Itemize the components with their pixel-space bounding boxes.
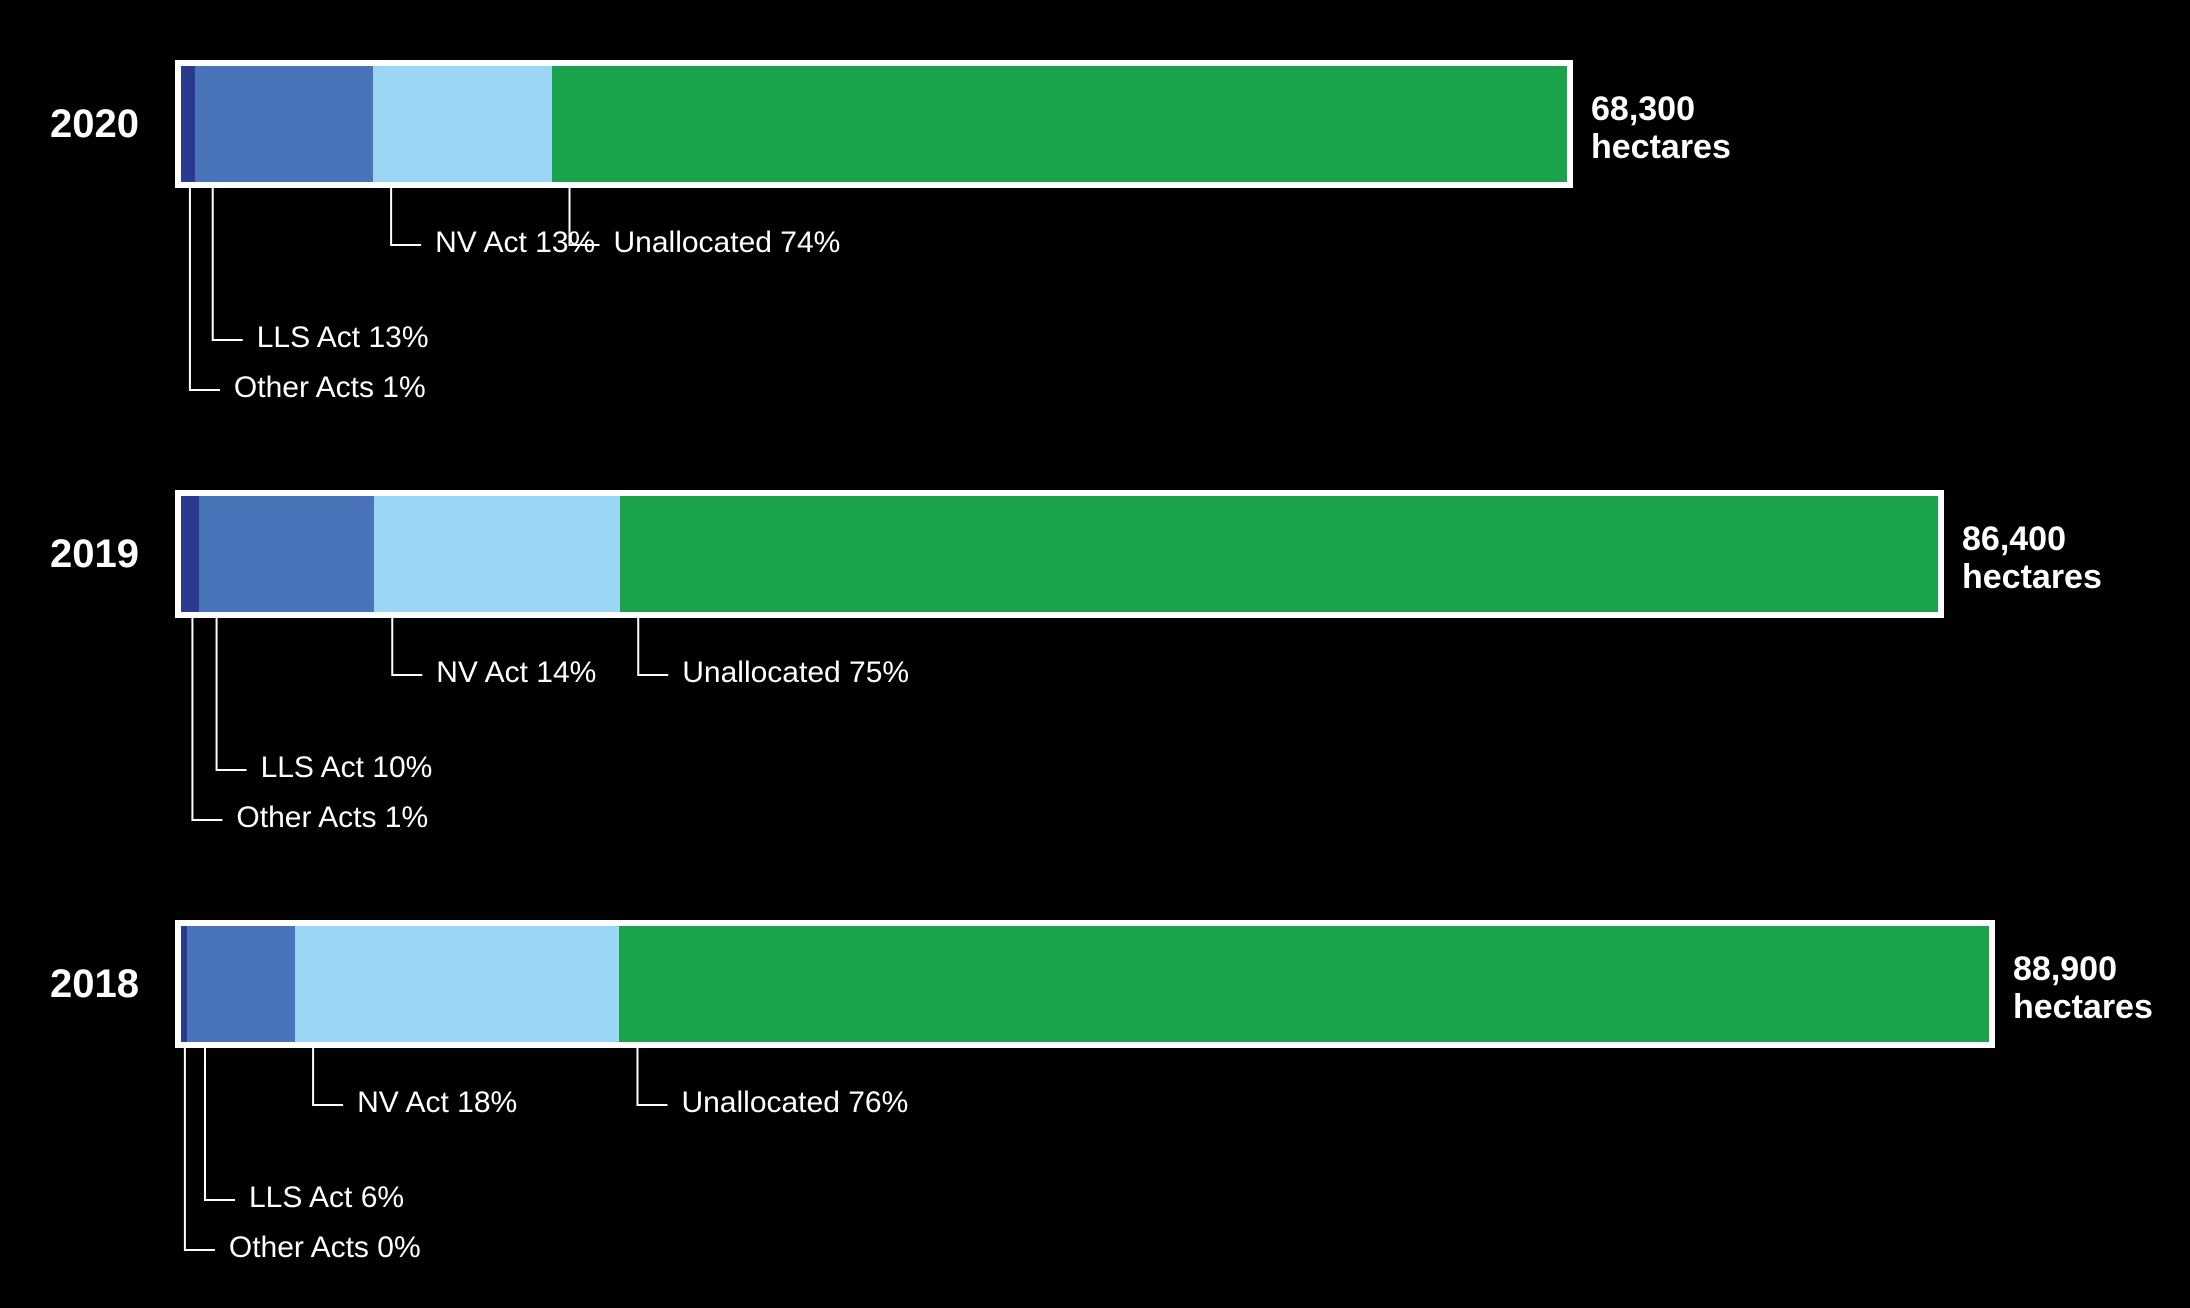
bar [175,60,1573,188]
bar-segment-nv-act [374,496,620,612]
leader-line [638,618,668,675]
leader-line [392,618,422,675]
total-label: 88,900hectares [2013,950,2153,1026]
bar-inner [181,66,1567,182]
leader-line [217,618,247,770]
bar-segment-lls-act [195,66,373,182]
bar-segment-lls-act [199,496,375,612]
bar [175,920,1995,1048]
bar-segment-nv-act [373,66,551,182]
callout-label: NV Act 18% [357,1086,517,1120]
total-value: 88,900 [2013,950,2153,988]
bar-segment-unallocated [620,496,1938,612]
total-label: 68,300hectares [1591,90,1731,166]
leader-line [192,618,222,820]
bar-segment-unallocated [619,926,1989,1042]
leader-line [213,188,243,340]
total-value: 68,300 [1591,90,1731,128]
total-unit: hectares [2013,988,2153,1026]
year-label: 2018 [50,962,139,1007]
year-label: 2020 [50,102,139,147]
bar-inner [181,496,1938,612]
leader-line [391,188,421,245]
callout-label: Other Acts 1% [236,801,428,835]
bar-segment-other-acts [181,496,199,612]
bar-inner [181,926,1989,1042]
leader-line [313,1048,343,1105]
callout-label: LLS Act 13% [257,321,429,355]
callout-label: Unallocated 74% [614,226,841,260]
callout-leaders [0,188,2190,448]
leader-line [185,1048,215,1250]
callout-label: Unallocated 76% [681,1086,908,1120]
callout-label: NV Act 14% [436,656,596,690]
callout-leaders [0,1048,2190,1308]
total-value: 86,400 [1962,520,2102,558]
callout-label: NV Act 13% [435,226,595,260]
leader-line [190,188,220,390]
callout-label: LLS Act 6% [249,1181,404,1215]
total-unit: hectares [1962,558,2102,596]
bar-segment-other-acts [181,66,195,182]
leader-line [205,1048,235,1200]
leader-line [637,1048,667,1105]
year-label: 2019 [50,532,139,577]
callout-label: Unallocated 75% [682,656,909,690]
callout-label: Other Acts 0% [229,1231,421,1265]
callout-label: Other Acts 1% [234,371,426,405]
total-label: 86,400hectares [1962,520,2102,596]
bar-segment-nv-act [295,926,619,1042]
callout-leaders [0,618,2190,878]
bar-segment-lls-act [187,926,295,1042]
callout-label: LLS Act 10% [261,751,433,785]
bar [175,490,1944,618]
bar-segment-unallocated [552,66,1567,182]
total-unit: hectares [1591,128,1731,166]
hectares-stacked-bar-chart: 202068,300hectaresOther Acts 1%LLS Act 1… [0,0,2190,1305]
